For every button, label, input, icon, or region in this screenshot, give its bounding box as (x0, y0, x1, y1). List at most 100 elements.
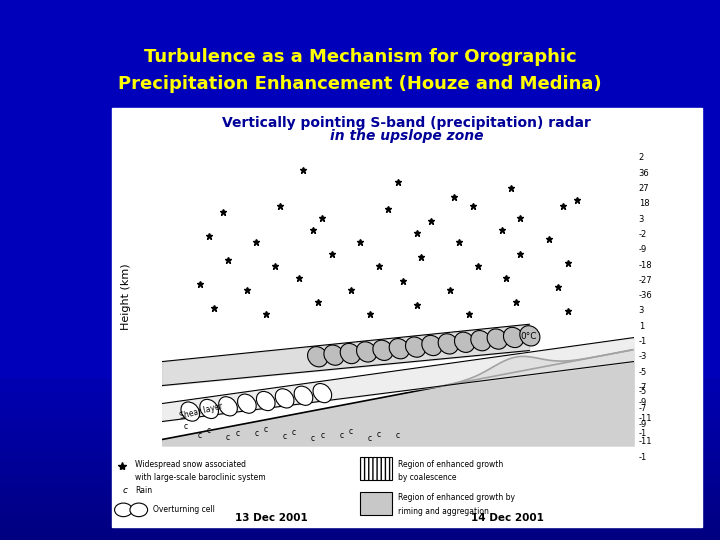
Bar (0, 386, 720, 388)
Bar (0, 394, 720, 396)
Bar (359, 492, 392, 515)
Ellipse shape (471, 330, 491, 351)
Bar (0, 512, 720, 514)
Bar (0, 401, 720, 402)
Bar (0, 529, 720, 530)
Text: Shear layer: Shear layer (179, 401, 223, 421)
Bar (0, 441, 720, 443)
Text: Turbulence as a Mechanism for Orographic: Turbulence as a Mechanism for Orographic (144, 48, 576, 66)
Bar (0, 503, 720, 504)
Bar (0, 454, 720, 456)
Bar (0, 384, 720, 386)
Bar (0, 417, 720, 418)
Text: -18: -18 (639, 260, 652, 269)
Text: 3: 3 (639, 214, 644, 224)
Bar (0, 409, 720, 410)
Bar (0, 516, 720, 517)
Bar (0, 477, 720, 478)
Bar (0, 521, 720, 522)
Bar (0, 448, 720, 449)
Text: -1: -1 (639, 453, 647, 462)
Text: c: c (339, 431, 343, 441)
Text: -1: -1 (639, 337, 647, 346)
Text: c: c (348, 427, 353, 436)
Text: Vertically pointing S-band (precipitation) radar: Vertically pointing S-band (precipitatio… (222, 116, 591, 130)
Bar (0, 485, 720, 487)
Bar (0, 451, 720, 453)
Text: 2: 2 (639, 153, 644, 163)
Bar (0, 407, 720, 409)
Bar (0, 501, 720, 503)
Text: 36: 36 (639, 168, 649, 178)
Ellipse shape (438, 334, 459, 354)
Bar (0, 422, 720, 423)
Text: 13 Dec 2001: 13 Dec 2001 (235, 514, 307, 523)
Text: -7: -7 (639, 403, 647, 413)
Ellipse shape (373, 340, 393, 360)
Bar (0, 436, 720, 438)
Text: -27: -27 (639, 276, 652, 285)
Bar (0, 524, 720, 525)
Bar (0, 440, 720, 441)
Text: Rain: Rain (135, 487, 153, 496)
Bar (0, 464, 720, 465)
Bar (0, 511, 720, 512)
Ellipse shape (219, 397, 238, 416)
Bar (112, 108, 702, 526)
Ellipse shape (294, 386, 312, 406)
Bar (0, 514, 720, 516)
Text: c: c (292, 428, 296, 437)
Bar (0, 470, 720, 472)
Text: -2: -2 (639, 230, 647, 239)
Text: 3: 3 (639, 307, 644, 315)
Text: in the upslope zone: in the upslope zone (330, 129, 484, 143)
Text: Region of enhanced growth by: Region of enhanced growth by (398, 493, 515, 502)
Bar (0, 433, 720, 435)
Text: 27: 27 (639, 184, 649, 193)
Text: Overturning cell: Overturning cell (153, 505, 215, 515)
Bar (0, 430, 720, 431)
Bar (0, 428, 720, 430)
Text: -3: -3 (639, 353, 647, 361)
Bar (0, 480, 720, 482)
Ellipse shape (341, 343, 360, 363)
Bar (0, 538, 720, 540)
Bar (0, 461, 720, 462)
Bar (0, 462, 720, 464)
Bar (0, 418, 720, 420)
Text: c: c (311, 434, 315, 443)
Bar (0, 475, 720, 477)
Bar (0, 381, 720, 383)
Text: Height (km): Height (km) (121, 264, 131, 330)
Bar (0, 525, 720, 527)
Text: c: c (320, 430, 325, 440)
Bar (0, 459, 720, 461)
Bar (0, 498, 720, 500)
Ellipse shape (454, 332, 474, 353)
Bar (0, 495, 720, 496)
Bar (0, 496, 720, 498)
Text: -9: -9 (639, 399, 647, 407)
Bar (0, 527, 720, 529)
Ellipse shape (405, 337, 426, 357)
Text: 14 Dec 2001: 14 Dec 2001 (471, 514, 544, 523)
Text: c: c (226, 433, 230, 442)
Text: 18: 18 (639, 199, 649, 208)
Bar (0, 427, 720, 428)
Bar (0, 500, 720, 501)
Ellipse shape (503, 327, 523, 348)
Bar (0, 453, 720, 454)
Bar (0, 537, 720, 538)
Bar (0, 530, 720, 532)
Text: -5: -5 (639, 387, 647, 396)
Ellipse shape (313, 383, 332, 403)
Text: c: c (184, 422, 188, 430)
Bar (0, 519, 720, 521)
Text: c: c (207, 426, 211, 435)
Bar (0, 380, 720, 381)
Text: c: c (396, 430, 400, 440)
Bar (0, 393, 720, 394)
Text: -36: -36 (639, 291, 652, 300)
Ellipse shape (181, 402, 199, 421)
Text: -1: -1 (639, 429, 647, 438)
